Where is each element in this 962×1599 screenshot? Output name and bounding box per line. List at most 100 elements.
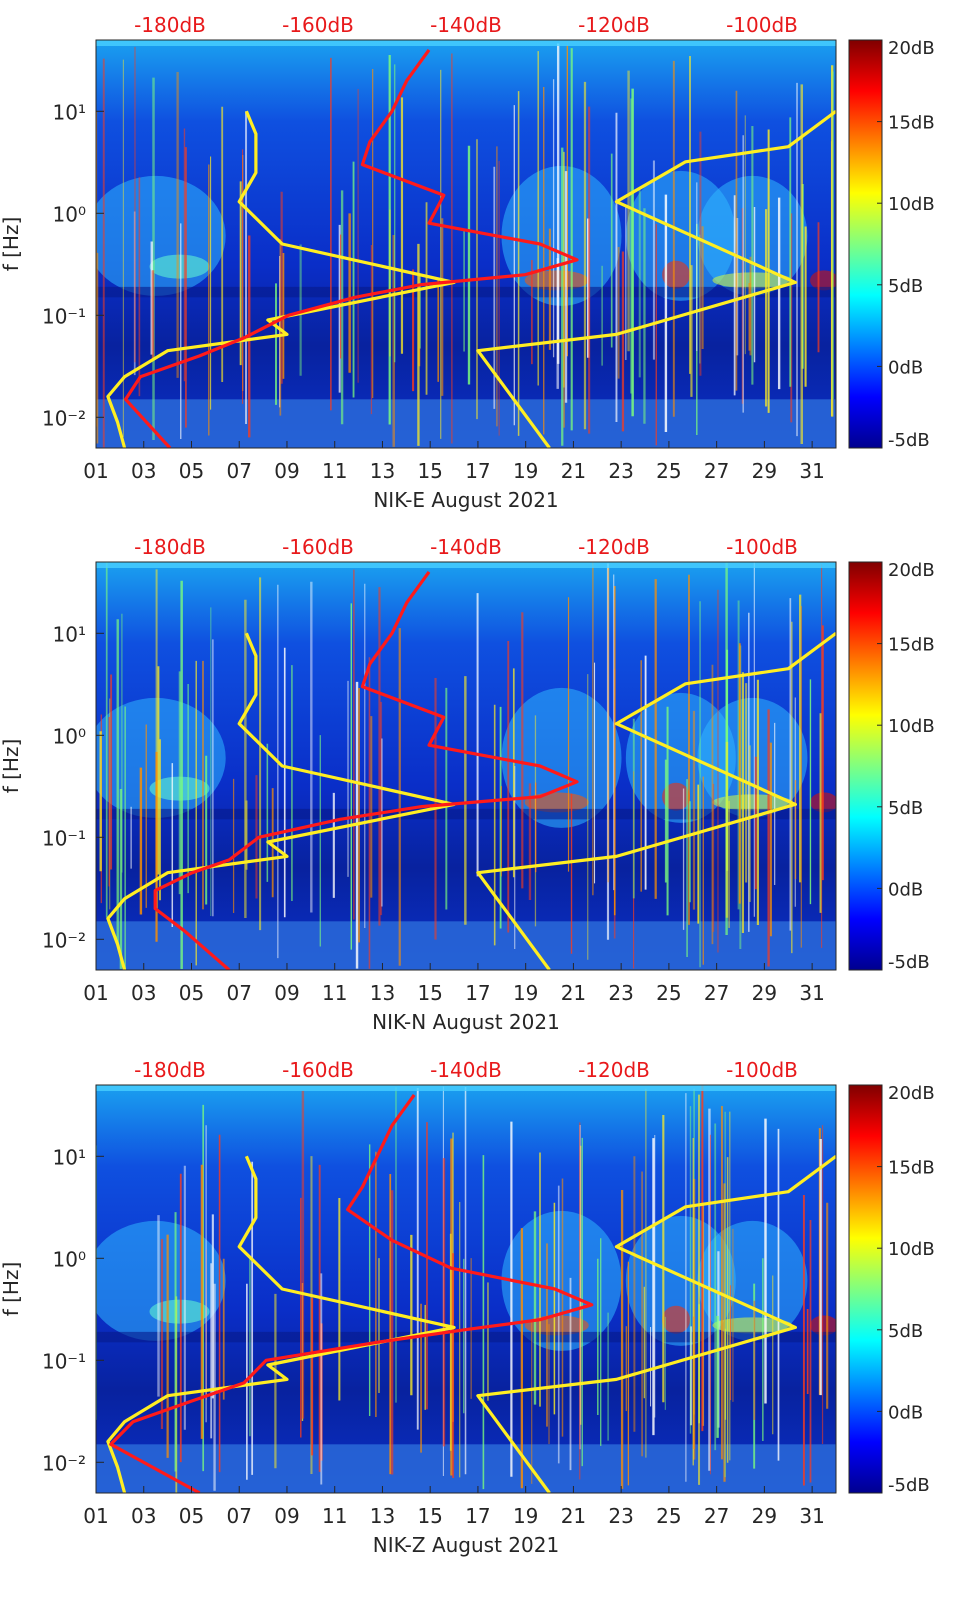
colorbar-tick-label: 0dB bbox=[888, 357, 923, 378]
model-curve-line bbox=[476, 110, 836, 448]
top-axis-tick-label: -100dB bbox=[726, 1058, 798, 1082]
top-axis-tick-label: -160dB bbox=[282, 1058, 354, 1082]
top-axis-tick-label: -100dB bbox=[726, 13, 798, 37]
spectral-energy-patch bbox=[501, 1210, 622, 1351]
spectral-energy-patch bbox=[810, 270, 836, 291]
y-tick-label: 10⁻¹ bbox=[42, 304, 86, 328]
x-tick-label: 27 bbox=[704, 981, 729, 1005]
x-tick-label: 27 bbox=[704, 1504, 729, 1528]
x-tick-label: 23 bbox=[608, 1504, 633, 1528]
x-tick-label: 05 bbox=[179, 981, 204, 1005]
x-tick-label: 21 bbox=[561, 981, 586, 1005]
x-tick-label: 19 bbox=[513, 981, 538, 1005]
y-tick-label: 10⁻² bbox=[42, 406, 86, 430]
top-axis-tick-label: -180dB bbox=[134, 13, 206, 37]
spectral-energy-patch bbox=[662, 260, 691, 289]
noise-psd-line bbox=[109, 1093, 594, 1493]
x-axis-label: NIK-E August 2021 bbox=[373, 488, 558, 512]
model-curve-line bbox=[476, 1155, 836, 1493]
colorbar-tick-label: 10dB bbox=[888, 716, 935, 737]
high-frequency-strip bbox=[96, 1085, 836, 1091]
model-curve-line bbox=[476, 632, 836, 970]
x-tick-label: 17 bbox=[465, 459, 490, 483]
x-tick-label: 23 bbox=[608, 459, 633, 483]
y-tick-label: 10⁰ bbox=[53, 202, 86, 226]
model-curve-line bbox=[106, 1155, 456, 1493]
top-axis-tick-label: -160dB bbox=[282, 13, 354, 37]
x-tick-label: 07 bbox=[226, 1504, 251, 1528]
x-tick-label: 13 bbox=[370, 459, 395, 483]
plot-frame bbox=[95, 39, 837, 449]
y-tick-label: 10¹ bbox=[53, 100, 86, 124]
x-tick-label: 31 bbox=[799, 459, 824, 483]
x-tick-label: 15 bbox=[417, 459, 442, 483]
y-tick-label: 10⁻² bbox=[42, 928, 86, 952]
spectral-energy-patch bbox=[697, 697, 808, 818]
colorbar bbox=[848, 39, 883, 449]
noise-psd-line bbox=[153, 570, 579, 970]
x-tick-label: 07 bbox=[226, 459, 251, 483]
colorbar-tick-label: -5dB bbox=[888, 1475, 930, 1496]
top-axis-tick-label: -120dB bbox=[578, 13, 650, 37]
colorbar-tick-label: 15dB bbox=[888, 113, 935, 134]
plot-frame bbox=[95, 561, 837, 971]
x-tick-label: 19 bbox=[513, 459, 538, 483]
x-tick-label: 25 bbox=[656, 1504, 681, 1528]
spectral-energy-patch bbox=[662, 1305, 691, 1334]
x-tick-label: 25 bbox=[656, 459, 681, 483]
microseism-gap bbox=[96, 286, 836, 298]
x-tick-label: 21 bbox=[561, 459, 586, 483]
x-tick-label: 09 bbox=[274, 981, 299, 1005]
x-tick-label: 01 bbox=[83, 1504, 108, 1528]
y-tick-label: 10⁻² bbox=[42, 1451, 86, 1475]
spectral-energy-patch bbox=[149, 1299, 210, 1324]
spectral-energy-patch bbox=[96, 175, 226, 296]
x-tick-label: 31 bbox=[799, 981, 824, 1005]
spectral-energy-patch bbox=[149, 254, 210, 279]
x-tick-label: 01 bbox=[83, 459, 108, 483]
x-tick-label: 09 bbox=[274, 459, 299, 483]
spectral-energy-patch bbox=[712, 794, 793, 811]
x-tick-label: 09 bbox=[274, 1504, 299, 1528]
x-tick-label: 17 bbox=[465, 981, 490, 1005]
x-tick-label: 29 bbox=[752, 981, 777, 1005]
colorbar-tick-label: 0dB bbox=[888, 1402, 923, 1423]
x-tick-label: 23 bbox=[608, 981, 633, 1005]
x-tick-label: 03 bbox=[131, 459, 156, 483]
y-axis-label: f [Hz] bbox=[0, 1262, 23, 1317]
y-axis-label: f [Hz] bbox=[0, 217, 23, 272]
top-axis-tick-label: -180dB bbox=[134, 1058, 206, 1082]
top-axis-tick-label: -140dB bbox=[430, 13, 502, 37]
x-tick-label: 01 bbox=[83, 981, 108, 1005]
x-tick-label: 15 bbox=[417, 981, 442, 1005]
colorbar-tick-label: 20dB bbox=[888, 1083, 935, 1104]
x-tick-label: 11 bbox=[322, 459, 347, 483]
colorbar-tick-label: 5dB bbox=[888, 276, 923, 297]
top-axis-tick-label: -120dB bbox=[578, 1058, 650, 1082]
top-axis-tick-label: -140dB bbox=[430, 535, 502, 559]
colorbar-tick-label: 5dB bbox=[888, 798, 923, 819]
top-axis-tick-label: -100dB bbox=[726, 535, 798, 559]
x-tick-label: 03 bbox=[131, 981, 156, 1005]
y-tick-label: 10¹ bbox=[53, 622, 86, 646]
x-tick-label: 11 bbox=[322, 981, 347, 1005]
spectrogram bbox=[96, 1085, 836, 1493]
x-tick-label: 13 bbox=[370, 1504, 395, 1528]
x-tick-label: 07 bbox=[226, 981, 251, 1005]
top-axis-tick-label: -160dB bbox=[282, 535, 354, 559]
low-frequency-band bbox=[96, 921, 836, 970]
noise-psd-line bbox=[123, 48, 579, 448]
x-tick-label: 29 bbox=[752, 1504, 777, 1528]
x-axis-label: NIK-Z August 2021 bbox=[373, 1533, 559, 1557]
colorbar-tick-label: 10dB bbox=[888, 1239, 935, 1260]
panel-e: 01 03 05 07 09 11 13 15 17 19 21 23 25 27 29 31 NIK-E Au… bbox=[0, 13, 935, 512]
x-tick-label: 15 bbox=[417, 1504, 442, 1528]
high-frequency-strip bbox=[96, 562, 836, 568]
x-tick-label: 21 bbox=[561, 1504, 586, 1528]
x-tick-label: 29 bbox=[752, 459, 777, 483]
y-tick-label: 10⁰ bbox=[53, 724, 86, 748]
x-tick-label: 05 bbox=[179, 459, 204, 483]
top-axis-tick-label: -120dB bbox=[578, 535, 650, 559]
plot-frame bbox=[95, 1084, 837, 1494]
